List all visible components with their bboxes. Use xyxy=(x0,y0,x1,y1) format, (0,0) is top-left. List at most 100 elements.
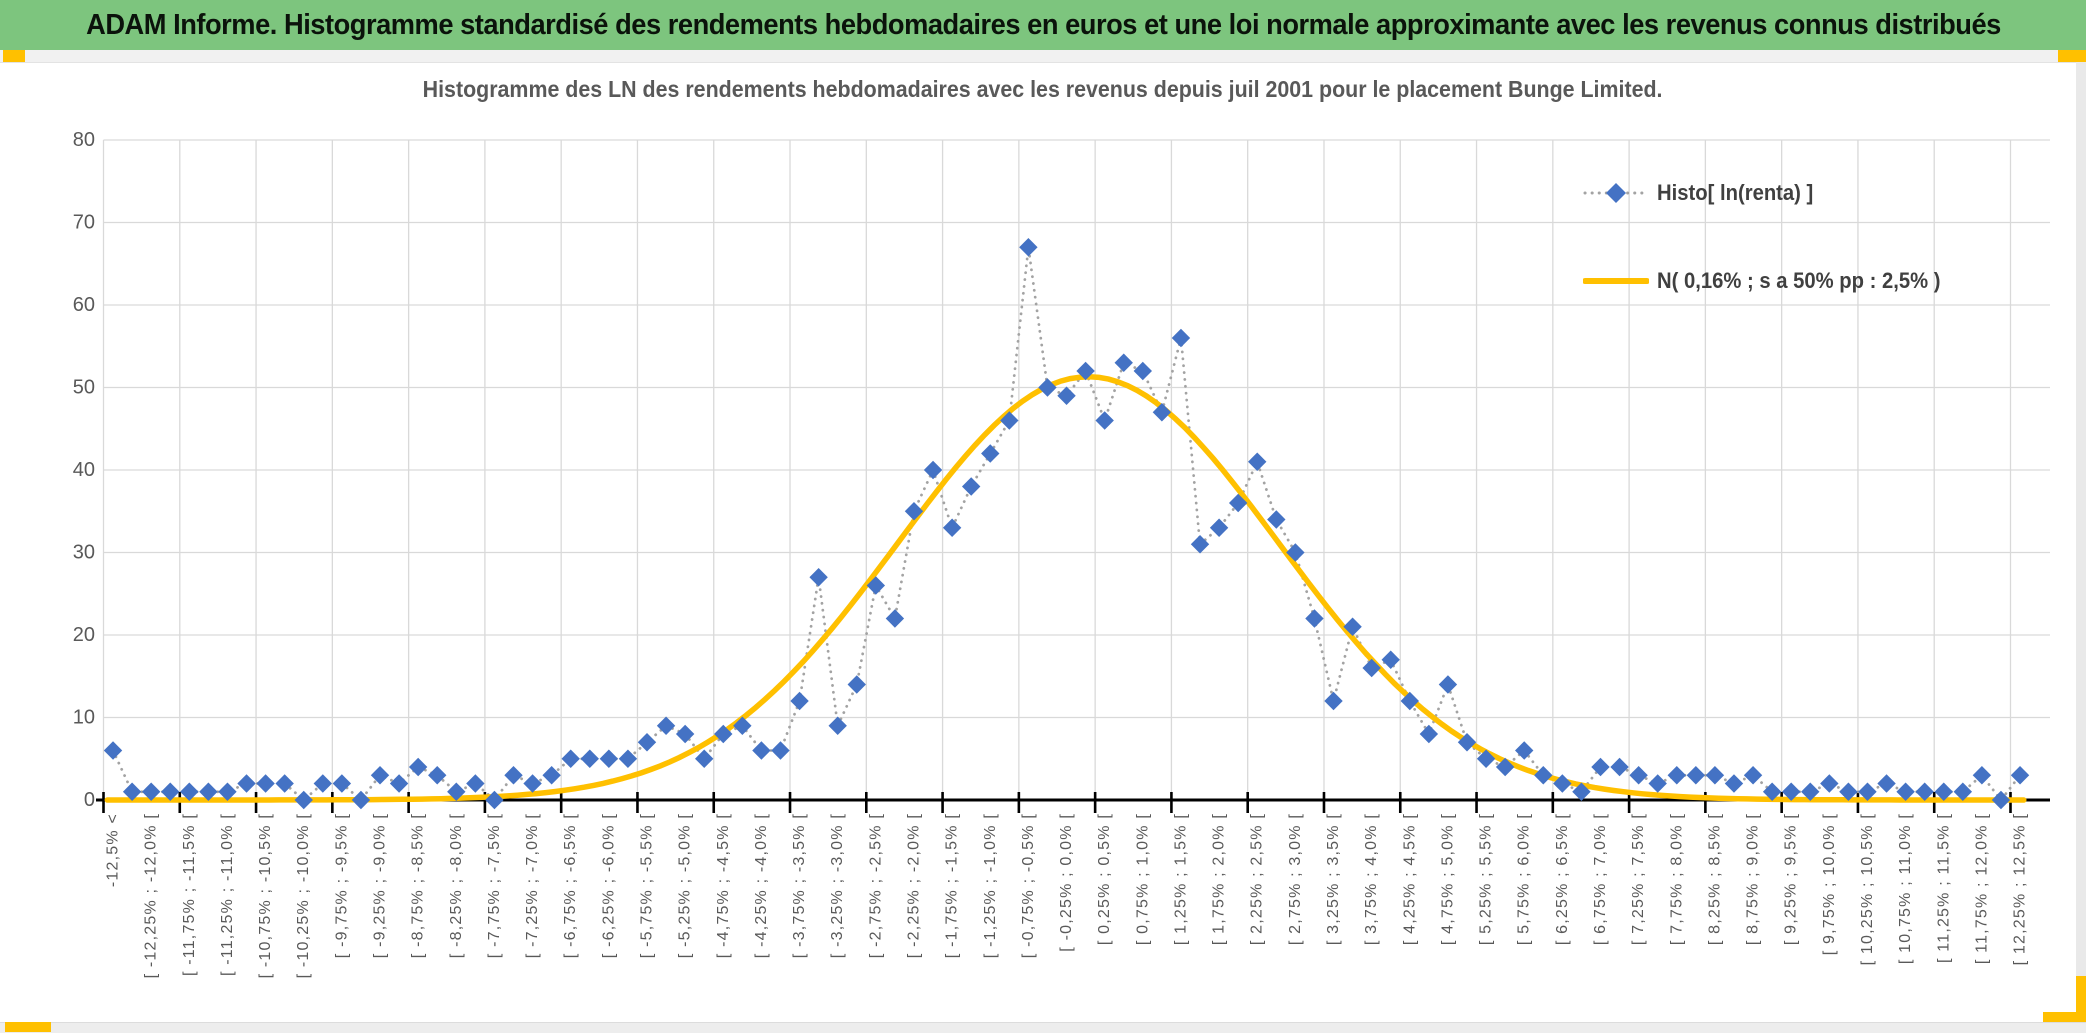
x-tick-label: [ 6,25% ; 6,5% [ xyxy=(1554,813,1571,945)
histo-point xyxy=(675,724,695,744)
histo-point xyxy=(1152,403,1172,422)
histo-point xyxy=(103,741,123,760)
histo-point xyxy=(981,444,1000,463)
series xyxy=(103,238,2030,810)
histo-point xyxy=(809,568,828,587)
histo-point xyxy=(1076,361,1095,381)
x-tick-label: [ -0,25% ; 0,0% [ xyxy=(1058,813,1075,952)
y-tick-label: 40 xyxy=(73,459,95,481)
histo-point xyxy=(1381,650,1400,669)
histo-point xyxy=(885,609,905,628)
y-tick-label: 70 xyxy=(73,212,95,234)
histo-point xyxy=(1591,757,1610,777)
histo-point xyxy=(351,790,371,810)
x-tick-label: [ -1,25% ; -1,0% [ xyxy=(982,813,999,958)
histo-point xyxy=(256,774,275,793)
x-tick-label: [ 0,75% ; 1,0% [ xyxy=(1134,813,1151,945)
histo-point xyxy=(923,460,943,480)
histo-point xyxy=(1858,782,1877,801)
x-tick-label: [ 9,25% ; 9,5% [ xyxy=(1783,813,1800,945)
x-tick-label: [ -8,75% ; -8,5% [ xyxy=(410,813,427,958)
x-tick-label: [ 2,25% ; 2,5% [ xyxy=(1249,813,1266,945)
histo-point xyxy=(428,766,447,785)
normal-curve-line xyxy=(104,374,2027,803)
x-tick-label: [ 5,25% ; 5,5% [ xyxy=(1478,813,1495,945)
histo-point xyxy=(1133,361,1153,381)
x-tick-label: [ -11,75% ; -11,5% [ xyxy=(181,813,198,976)
histo-point xyxy=(1743,766,1763,785)
histo-point xyxy=(2010,766,2030,785)
histo-point xyxy=(1610,757,1629,777)
y-tick-label: 20 xyxy=(73,624,95,646)
x-tick-label: [ -8,25% ; -8,0% [ xyxy=(448,813,465,958)
histo-point xyxy=(199,782,218,801)
x-tick-label: [ -6,25% ; -6,0% [ xyxy=(600,813,617,958)
histo-point xyxy=(389,774,409,793)
histo-point xyxy=(1324,691,1343,711)
legend-item-normal[interactable]: N( 0,16% ; s a 50% pp : 2,5% ) xyxy=(1583,266,1965,296)
x-tick-label: [ 3,25% ; 3,5% [ xyxy=(1325,813,1342,945)
histo-point xyxy=(618,749,638,768)
histo-point xyxy=(1572,782,1591,801)
header-divider xyxy=(0,50,2086,63)
histo-point xyxy=(1724,774,1744,793)
x-tick-label: [ 2,75% ; 3,0% [ xyxy=(1287,813,1304,945)
x-tick-label: [ 8,25% ; 8,5% [ xyxy=(1706,813,1723,945)
y-tick-label: 0 xyxy=(84,789,95,811)
x-tick-label: [ 4,25% ; 4,5% [ xyxy=(1401,813,1418,945)
x-tick-label: [ -2,25% ; -2,0% [ xyxy=(905,813,922,958)
x-tick-label: [ -11,25% ; -11,0% [ xyxy=(219,813,236,976)
histo-point xyxy=(218,782,237,801)
report-title-bar: ADAM Informe. Histogramme standardisé de… xyxy=(0,0,2086,50)
histo-point xyxy=(1457,733,1477,752)
gold-accent-bottom-left xyxy=(5,1022,51,1032)
chart-title: Histogramme des LN des rendements hebdom… xyxy=(423,76,1663,102)
histo-marker-icon xyxy=(1583,183,1649,203)
histo-point xyxy=(1934,782,1953,801)
histo-point xyxy=(523,774,542,793)
x-tick-label: [ 10,25% ; 10,5% [ xyxy=(1859,813,1876,965)
histo-point xyxy=(313,774,333,793)
x-tick-label: [ 1,75% ; 2,0% [ xyxy=(1211,813,1228,945)
histo-point xyxy=(1095,411,1114,430)
histo-point xyxy=(180,782,199,801)
histo-point xyxy=(332,774,352,793)
histo-point xyxy=(1953,782,1973,801)
normal-curve-marker-icon xyxy=(1583,278,1649,284)
legend-item-histo[interactable]: Histo[ ln(renta) ] xyxy=(1583,178,1965,208)
histo-point xyxy=(1228,493,1248,513)
x-tick-label: [ 3,75% ; 4,0% [ xyxy=(1363,813,1380,945)
x-tick-label: [ 7,25% ; 7,5% [ xyxy=(1630,813,1647,945)
y-tick-label: 50 xyxy=(73,377,95,399)
histo-point xyxy=(1553,774,1572,793)
histo-point xyxy=(294,790,313,810)
x-tick-label: [ -9,25% ; -9,0% [ xyxy=(372,813,389,958)
histo-point xyxy=(275,774,294,793)
histo-point xyxy=(447,782,466,801)
histo-point xyxy=(1667,766,1686,785)
histo-point xyxy=(1991,790,2011,810)
histo-point xyxy=(1305,609,1324,628)
x-tick-label: [ 11,75% ; 12,0% [ xyxy=(1973,813,1990,964)
legend-label-histo: Histo[ ln(renta) ] xyxy=(1657,180,1814,205)
histo-point xyxy=(1896,782,1915,801)
histo-point xyxy=(904,502,924,521)
x-tick-label: [ -6,75% ; -6,5% [ xyxy=(562,813,579,958)
axes xyxy=(96,792,2050,813)
histo-point xyxy=(1915,782,1934,801)
x-tick-label: [ -1,75% ; -1,5% [ xyxy=(944,813,961,958)
axis-labels: 0 10 20 30 40 50 60 70 80 -12,5% < [ -12,25% ; -12… xyxy=(73,129,2029,978)
x-tick-label: [ 1,25% ; 1,5% [ xyxy=(1172,813,1189,945)
right-edge-strip xyxy=(2076,62,2086,1022)
x-tick-label: [ 5,75% ; 6,0% [ xyxy=(1516,813,1533,945)
histo-point xyxy=(695,749,714,768)
histo-point xyxy=(122,782,142,801)
histo-point xyxy=(1705,766,1725,785)
histo-point xyxy=(1801,782,1820,801)
histo-point xyxy=(752,741,771,760)
histo-point xyxy=(485,790,504,810)
y-tick-label: 30 xyxy=(73,542,95,564)
gold-accent-bottom-right-edge xyxy=(2076,976,2086,1022)
x-tick-label: [ 11,25% ; 11,5% [ xyxy=(1935,813,1952,963)
